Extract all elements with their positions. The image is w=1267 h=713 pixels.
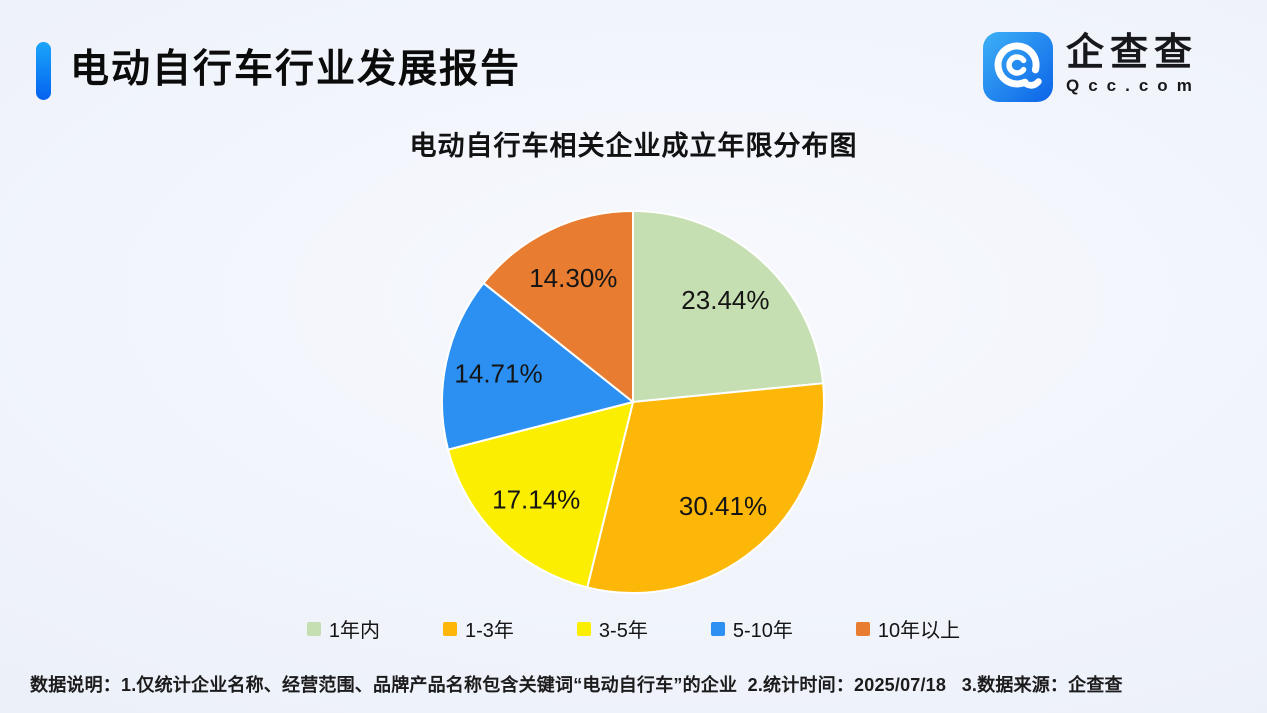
pie-slice-10年以上 — [482, 210, 634, 403]
legend-item-5-10年: 5-10年 — [710, 614, 793, 643]
brand-name: 企查查 — [1066, 32, 1199, 74]
pie-label-3-5年: 17.14% — [492, 485, 580, 515]
legend-item-1年内: 1年内 — [306, 614, 381, 643]
legend-label: 10年以上 — [877, 620, 961, 642]
report-title: 电动自行车行业发展报告 — [70, 48, 522, 91]
brand-logo: 企查查 Qcc.com — [983, 32, 1201, 102]
legend-label: 1-3年 — [465, 620, 514, 642]
legend-swatch — [855, 621, 870, 636]
qcc-logo-icon — [983, 32, 1053, 102]
legend-label: 3-5年 — [598, 620, 648, 642]
pie-slice-5-10年 — [441, 282, 634, 451]
legend-swatch — [576, 621, 591, 636]
title-accent-bar — [36, 42, 51, 100]
pie-chart: 23.44% 30.41% 17.14% 14.71% 14.30% — [441, 210, 825, 594]
legend-swatch — [443, 621, 458, 636]
pie-label-10年以上: 14.30% — [529, 263, 617, 293]
legend-label: 5-10年 — [732, 620, 793, 642]
brand-text: 企查查 Qcc.com — [1066, 32, 1201, 96]
brand-domain: Qcc.com — [1066, 76, 1201, 95]
legend-item-3-5年: 3-5年 — [576, 614, 648, 643]
legend-item-1-3年: 1-3年 — [443, 614, 514, 643]
legend-swatch — [710, 621, 725, 636]
chart-legend: 1年内 1-3年 3-5年 5-10年 10年以上 — [0, 614, 1267, 643]
legend-swatch — [306, 621, 321, 636]
pie-slice-1年内 — [632, 210, 825, 403]
legend-label: 1年内 — [328, 620, 381, 642]
pie-label-1-3年: 30.41% — [679, 491, 767, 521]
pie-label-1年内: 23.44% — [681, 285, 769, 315]
pie-slice-3-5年 — [447, 401, 634, 589]
pie-label-5-10年: 14.71% — [454, 358, 542, 388]
pie-slice-1-3年 — [586, 382, 825, 594]
chart-title: 电动自行车相关企业成立年限分布图 — [409, 131, 858, 161]
legend-item-10年以上: 10年以上 — [855, 614, 961, 643]
data-notes: 数据说明：1.仅统计企业名称、经营范围、品牌产品名称包含关键词“电动自行车”的企… — [30, 675, 1123, 695]
